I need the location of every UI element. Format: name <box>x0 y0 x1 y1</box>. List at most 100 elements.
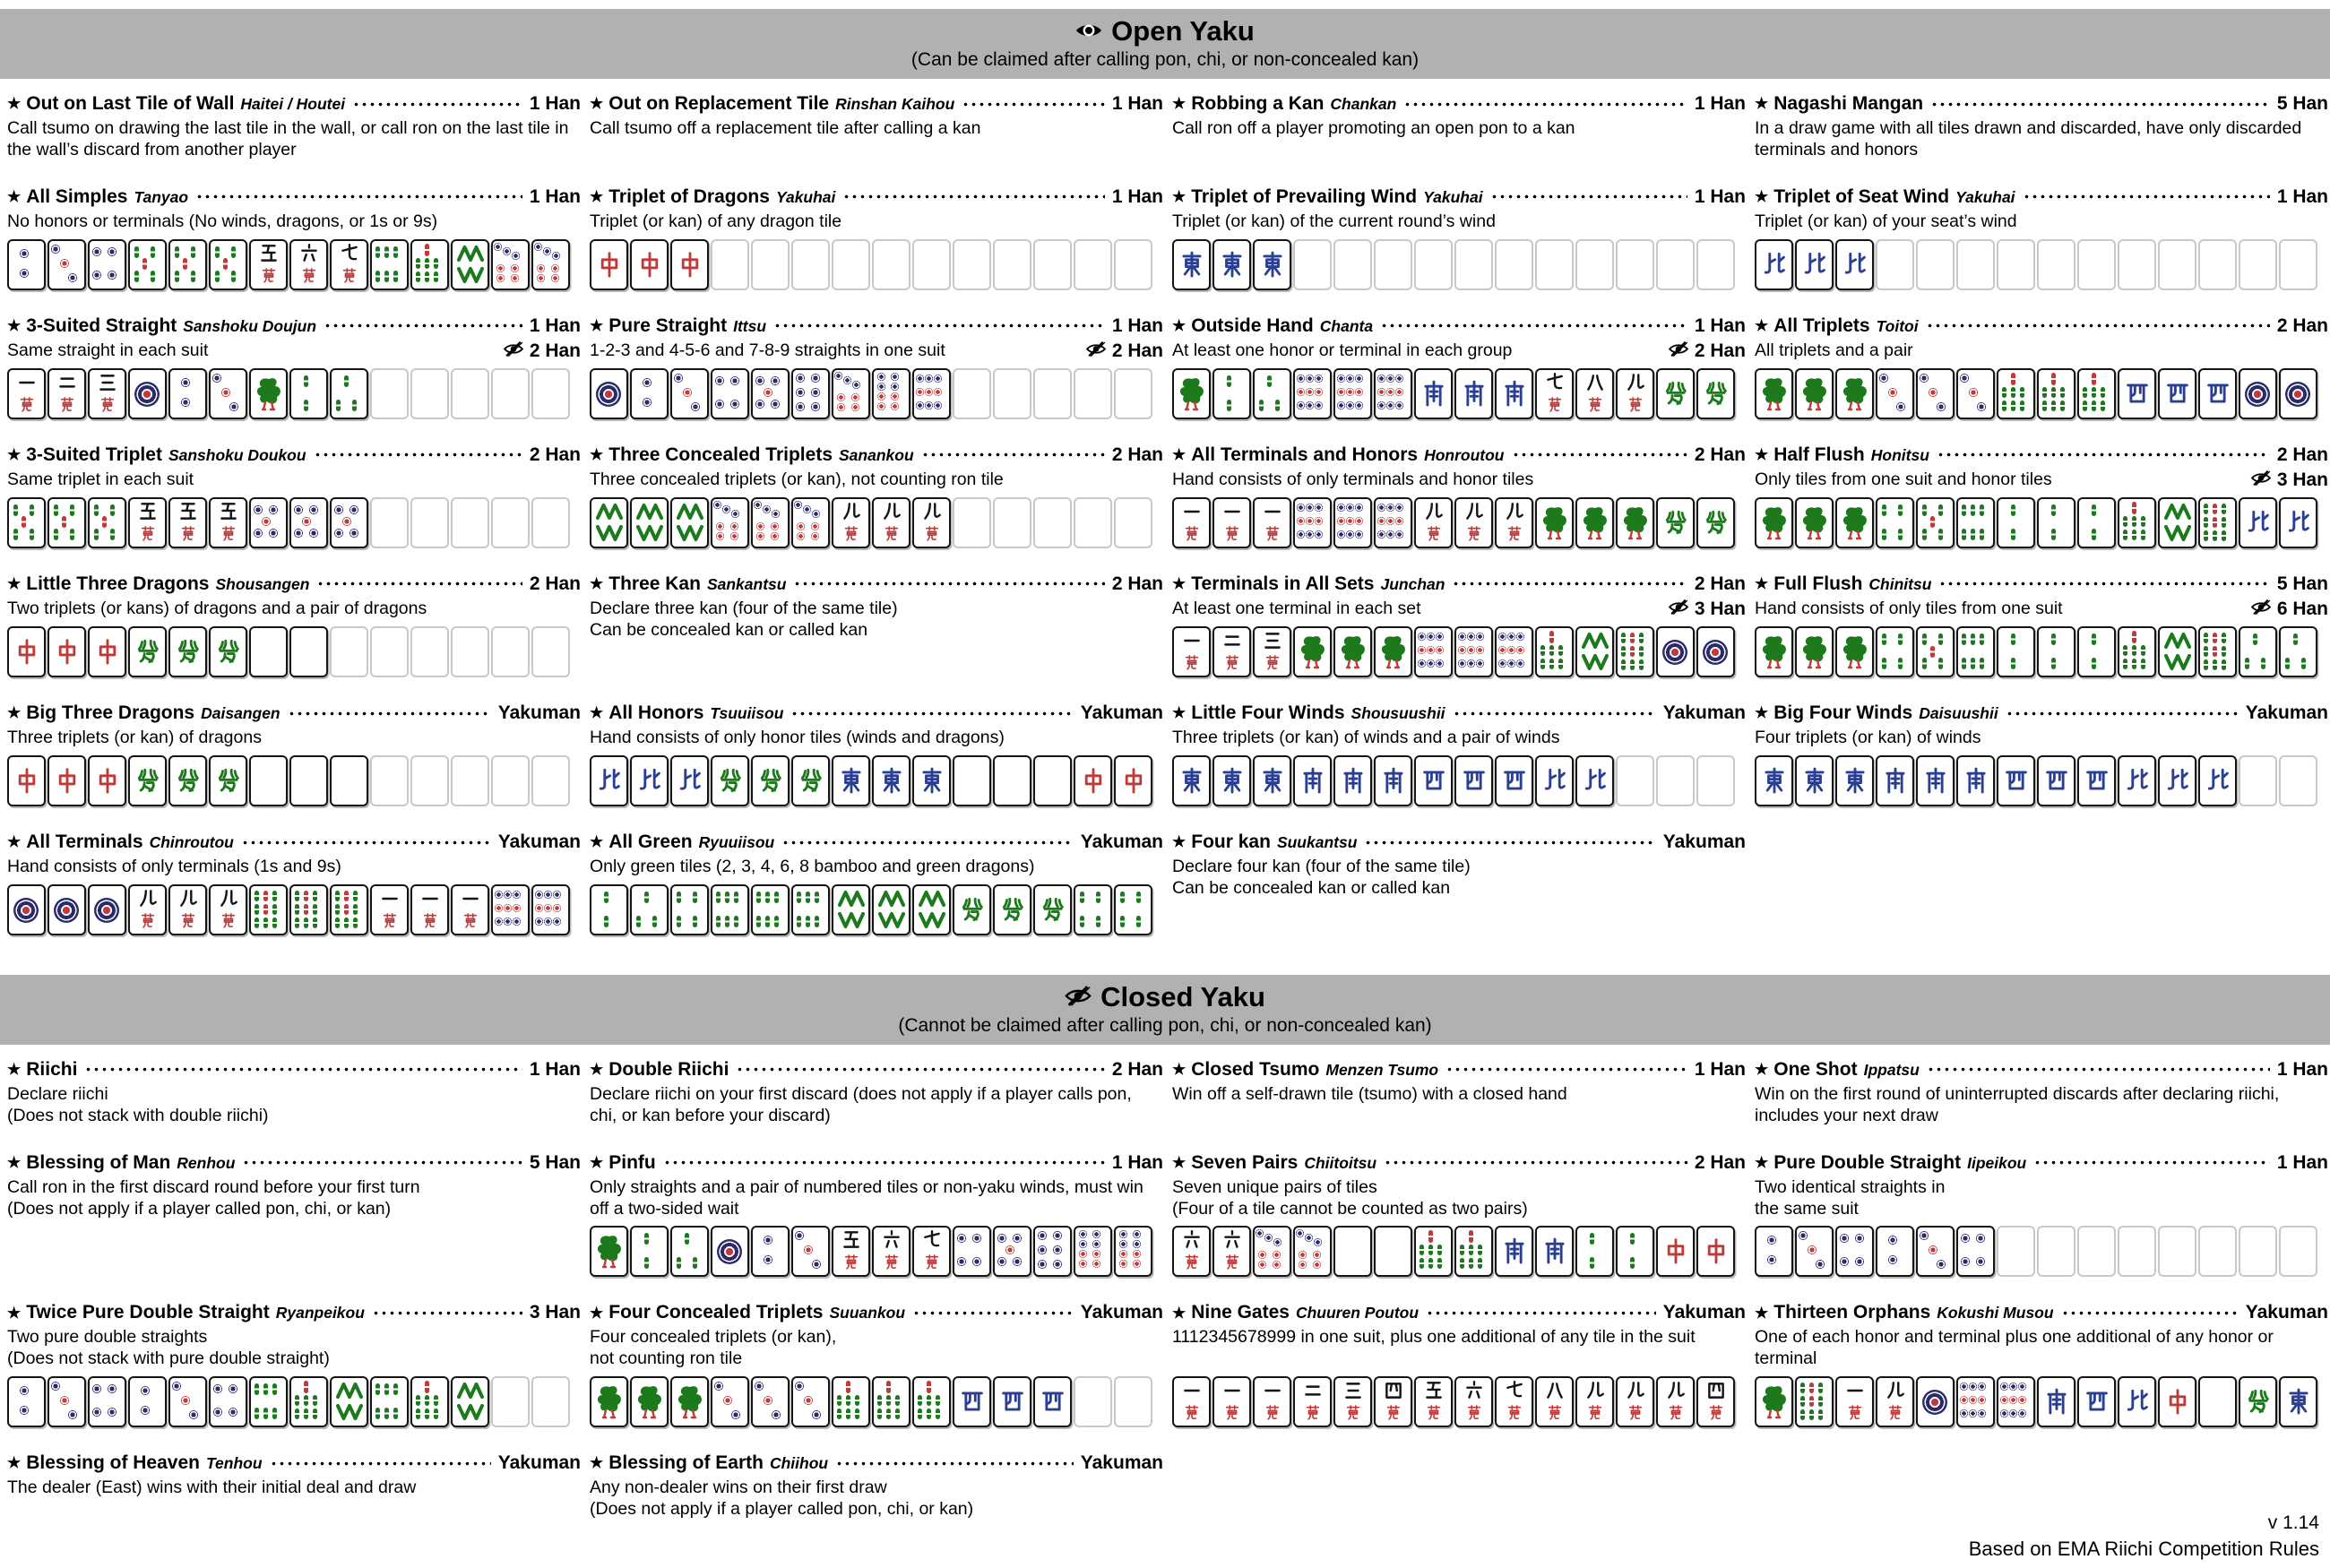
yaku-name: Blessing of Earth <box>608 1452 764 1473</box>
closed-han: 2 Han <box>1668 340 1746 362</box>
yaku-description: Only tiles from one suit and honor tiles <box>1755 469 2052 489</box>
tile-9s <box>330 883 368 935</box>
tile-empty-slot <box>2279 238 2317 290</box>
tile-empty-slot <box>1616 238 1654 290</box>
tile-1s <box>1293 626 1332 678</box>
tile-2s <box>1616 1226 1654 1278</box>
tile-1s <box>670 1376 709 1427</box>
yaku-romaji: Haitei / Houtei <box>240 95 346 113</box>
tile-3s <box>2239 626 2277 678</box>
tile-6m <box>1454 1376 1493 1427</box>
yaku-entry: ★ One Shot Ippatsu 1 Han Win on the first ro… <box>1755 1059 2328 1127</box>
tile-empty-slot <box>1033 367 1072 419</box>
tile-red-dragon <box>88 754 126 806</box>
yaku-entry: ★ Twice Pure Double Straight Ryanpeikou 3 H… <box>7 1302 581 1427</box>
tile-1m <box>1172 496 1211 548</box>
tile-green-dragon <box>128 626 167 678</box>
tile-1p <box>1696 626 1735 678</box>
tile-1m <box>1212 1376 1251 1427</box>
yaku-name: Full Flush <box>1773 573 1863 594</box>
tile-empty-slot <box>2158 1226 2196 1278</box>
star-icon: ★ <box>590 446 604 464</box>
tile-2s <box>2037 626 2075 678</box>
yaku-description: Three triplets (or kan) of dragons <box>7 728 262 748</box>
tile-west-wind <box>2158 367 2196 419</box>
tile-south-wind <box>1535 1226 1574 1278</box>
tile-white-dragon <box>249 626 288 678</box>
tile-8s <box>832 883 870 935</box>
star-icon: ★ <box>590 1061 604 1079</box>
tile-east-wind <box>1212 754 1251 806</box>
tile-east-wind <box>1172 754 1211 806</box>
star-icon: ★ <box>7 704 22 722</box>
tile-row <box>1755 1370 2328 1427</box>
eye-slash-icon <box>2250 470 2272 491</box>
star-icon: ★ <box>1755 316 1769 334</box>
yaku-description: Declare three kan (four of the same tile… <box>590 599 898 619</box>
tile-9m <box>1575 1376 1614 1427</box>
tile-empty-slot <box>2118 1226 2156 1278</box>
yaku-entry: ★ All Terminals and Honors Honroutou 2 Han H… <box>1172 444 1746 548</box>
yaku-entry: ★ Triplet of Dragons Yakuhai 1 Han Triplet (… <box>590 186 1163 290</box>
tile-2s <box>590 883 628 935</box>
tile-5s <box>168 238 207 290</box>
star-icon: ★ <box>7 188 22 205</box>
yaku-name: Closed Tsumo <box>1191 1058 1320 1080</box>
dot-leader <box>1511 452 1687 458</box>
tile-3m <box>1333 1376 1372 1427</box>
tile-empty-slot <box>1535 238 1574 290</box>
star-icon: ★ <box>1172 1304 1187 1322</box>
tile-green-dragon <box>168 626 207 678</box>
tile-1s <box>630 1376 669 1427</box>
tile-3p <box>1956 367 1995 419</box>
tile-red-dragon <box>1114 754 1152 806</box>
yaku-description: 1112345678999 in one suit, plus one addi… <box>1172 1327 1696 1348</box>
yaku-description: The dealer (East) wins with their initia… <box>7 1478 417 1498</box>
tile-9p <box>1495 626 1533 678</box>
tile-8s <box>630 496 669 548</box>
tile-east-wind <box>1172 238 1211 290</box>
yaku-entry: ★ Triplet of Seat Wind Yakuhai 1 Han Triplet… <box>1755 186 2328 290</box>
star-icon: ★ <box>1755 704 1769 722</box>
tile-8s <box>590 496 628 548</box>
tile-8s <box>1575 626 1614 678</box>
tile-9s <box>249 883 288 935</box>
tile-7s <box>1414 1226 1453 1278</box>
yaku-entry: ★ Little Three Dragons Shousangen 2 Han Two … <box>7 573 581 678</box>
tile-4p <box>953 1226 991 1278</box>
tile-2s <box>289 367 328 419</box>
tile-empty-slot <box>531 367 570 419</box>
yaku-romaji: Yakuhai <box>1423 187 1483 206</box>
yaku-name: Triplet of Prevailing Wind <box>1191 185 1418 207</box>
tile-empty-slot <box>451 496 489 548</box>
tile-south-wind <box>1454 367 1493 419</box>
tile-3s <box>2279 626 2317 678</box>
yaku-name: Robbing a Kan <box>1191 93 1325 114</box>
tile-empty-slot <box>1074 1376 1112 1427</box>
tile-1m <box>1172 1376 1211 1427</box>
tile-8s <box>451 1376 489 1427</box>
yaku-description: Two pure double straights <box>7 1327 208 1348</box>
dot-leader <box>662 1160 1105 1166</box>
tile-9p <box>1333 496 1372 548</box>
tile-empty-slot <box>1114 367 1152 419</box>
tile-4s <box>1074 883 1112 935</box>
tile-east-wind <box>872 754 910 806</box>
tile-row <box>7 878 581 935</box>
tile-empty-slot <box>1616 754 1654 806</box>
han-value: 1 Han <box>529 1058 581 1080</box>
section-title: Closed Yaku <box>1100 980 1265 1012</box>
yaku-name: Nine Gates <box>1191 1302 1290 1323</box>
star-icon: ★ <box>590 575 604 593</box>
tile-east-wind <box>1835 754 1874 806</box>
tile-2p <box>7 238 46 290</box>
tile-north-wind <box>590 754 628 806</box>
dot-leader <box>835 1460 1074 1466</box>
dot-leader <box>313 452 522 458</box>
tile-north-wind <box>1835 238 1874 290</box>
tile-9p <box>491 883 530 935</box>
yaku-romaji: Chiihou <box>769 1454 829 1472</box>
tile-1s <box>1755 1376 1793 1427</box>
tile-6s <box>711 883 749 935</box>
tile-north-wind <box>670 754 709 806</box>
